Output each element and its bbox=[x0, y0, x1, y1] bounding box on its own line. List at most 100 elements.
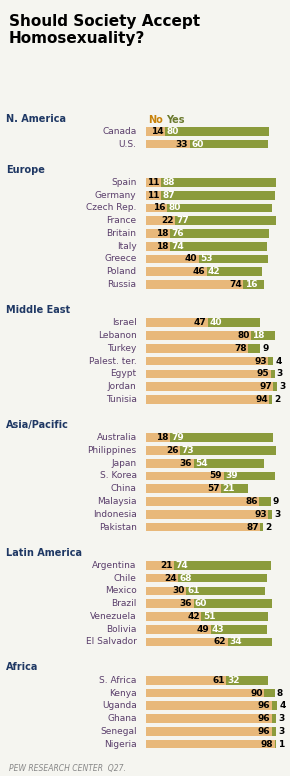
Text: 74: 74 bbox=[171, 242, 184, 251]
Text: France: France bbox=[106, 217, 137, 225]
Text: 9: 9 bbox=[262, 344, 269, 353]
Text: Venezuela: Venezuela bbox=[90, 612, 137, 621]
Text: 51: 51 bbox=[203, 612, 215, 621]
Bar bbox=[146, 484, 221, 493]
Text: 32: 32 bbox=[228, 676, 240, 684]
Text: Europe: Europe bbox=[6, 165, 45, 175]
Text: 61: 61 bbox=[187, 587, 200, 595]
Bar bbox=[146, 446, 180, 455]
Text: 95: 95 bbox=[257, 369, 269, 379]
Bar bbox=[146, 344, 249, 352]
Bar bbox=[268, 357, 273, 365]
Bar bbox=[146, 587, 186, 595]
Text: 62: 62 bbox=[214, 637, 226, 646]
Text: Indonesia: Indonesia bbox=[93, 510, 137, 519]
Text: Malaysia: Malaysia bbox=[97, 497, 137, 506]
Bar bbox=[146, 331, 251, 340]
Text: 96: 96 bbox=[258, 727, 271, 736]
Bar bbox=[146, 369, 271, 378]
Bar bbox=[146, 178, 161, 187]
Text: 21: 21 bbox=[222, 484, 235, 494]
Text: 14: 14 bbox=[151, 126, 163, 136]
Text: 18: 18 bbox=[253, 331, 265, 340]
Bar bbox=[208, 318, 260, 327]
Text: 3: 3 bbox=[279, 382, 286, 391]
Text: Argentina: Argentina bbox=[92, 561, 137, 570]
Text: 86: 86 bbox=[245, 497, 258, 506]
Text: PEW RESEARCH CENTER  Q27.: PEW RESEARCH CENTER Q27. bbox=[9, 764, 126, 773]
Text: Latin America: Latin America bbox=[6, 548, 82, 558]
Text: 54: 54 bbox=[195, 459, 208, 468]
Text: N. America: N. America bbox=[6, 113, 66, 123]
Text: 87: 87 bbox=[162, 191, 175, 199]
Text: 42: 42 bbox=[187, 612, 200, 621]
Text: S. Africa: S. Africa bbox=[99, 676, 137, 684]
Text: 3: 3 bbox=[278, 714, 284, 723]
Text: Tunisia: Tunisia bbox=[106, 395, 137, 404]
Bar bbox=[199, 255, 268, 263]
Text: Russia: Russia bbox=[108, 280, 137, 289]
Text: 24: 24 bbox=[164, 573, 176, 583]
Text: Jordan: Jordan bbox=[108, 382, 137, 391]
Text: 47: 47 bbox=[194, 318, 206, 327]
Text: 11: 11 bbox=[147, 191, 160, 199]
Text: 26: 26 bbox=[166, 446, 179, 455]
Text: 4: 4 bbox=[279, 702, 286, 710]
Text: Spain: Spain bbox=[111, 178, 137, 187]
Text: Bolivia: Bolivia bbox=[106, 625, 137, 634]
Bar bbox=[146, 268, 206, 276]
Bar bbox=[146, 383, 273, 391]
Bar bbox=[146, 255, 199, 263]
Text: 97: 97 bbox=[259, 382, 272, 391]
Text: 98: 98 bbox=[261, 740, 273, 749]
Bar bbox=[146, 714, 272, 723]
Bar bbox=[161, 191, 275, 199]
Bar bbox=[146, 318, 208, 327]
Text: 74: 74 bbox=[229, 280, 242, 289]
Text: 3: 3 bbox=[278, 727, 284, 736]
Text: No: No bbox=[148, 116, 163, 126]
Bar bbox=[269, 395, 272, 404]
Text: Senegal: Senegal bbox=[100, 727, 137, 736]
Text: 96: 96 bbox=[258, 702, 271, 710]
Text: 9: 9 bbox=[273, 497, 279, 506]
Text: Japan: Japan bbox=[111, 459, 137, 468]
Bar bbox=[146, 702, 272, 710]
Text: 74: 74 bbox=[175, 561, 188, 570]
Text: 34: 34 bbox=[229, 637, 242, 646]
Bar bbox=[178, 573, 267, 583]
Text: 49: 49 bbox=[196, 625, 209, 634]
Bar bbox=[249, 344, 260, 352]
Bar bbox=[146, 676, 226, 684]
Text: 2: 2 bbox=[265, 522, 271, 532]
Bar bbox=[146, 573, 178, 583]
Text: 39: 39 bbox=[225, 472, 238, 480]
Text: Yes: Yes bbox=[166, 116, 185, 126]
Text: Poland: Poland bbox=[106, 267, 137, 276]
Text: 90: 90 bbox=[250, 688, 263, 698]
Text: 80: 80 bbox=[237, 331, 250, 340]
Text: Egypt: Egypt bbox=[110, 369, 137, 379]
Bar bbox=[146, 127, 165, 136]
Text: Israel: Israel bbox=[112, 318, 137, 327]
Bar bbox=[259, 497, 271, 506]
Bar bbox=[260, 523, 263, 532]
Text: Turkey: Turkey bbox=[107, 344, 137, 353]
Text: 93: 93 bbox=[254, 510, 267, 519]
Text: S. Korea: S. Korea bbox=[99, 472, 137, 480]
Text: 11: 11 bbox=[147, 178, 160, 187]
Text: 94: 94 bbox=[255, 395, 268, 404]
Bar bbox=[193, 459, 264, 468]
Text: 21: 21 bbox=[160, 561, 173, 570]
Bar bbox=[146, 523, 260, 532]
Text: 79: 79 bbox=[171, 433, 184, 442]
Bar bbox=[170, 242, 267, 251]
Text: 8: 8 bbox=[277, 688, 283, 698]
Text: Italy: Italy bbox=[117, 242, 137, 251]
Text: Philippines: Philippines bbox=[88, 446, 137, 455]
Text: Mexico: Mexico bbox=[105, 587, 137, 595]
Text: 76: 76 bbox=[171, 229, 184, 238]
Bar bbox=[146, 229, 170, 237]
Text: 80: 80 bbox=[166, 126, 179, 136]
Bar bbox=[206, 268, 262, 276]
